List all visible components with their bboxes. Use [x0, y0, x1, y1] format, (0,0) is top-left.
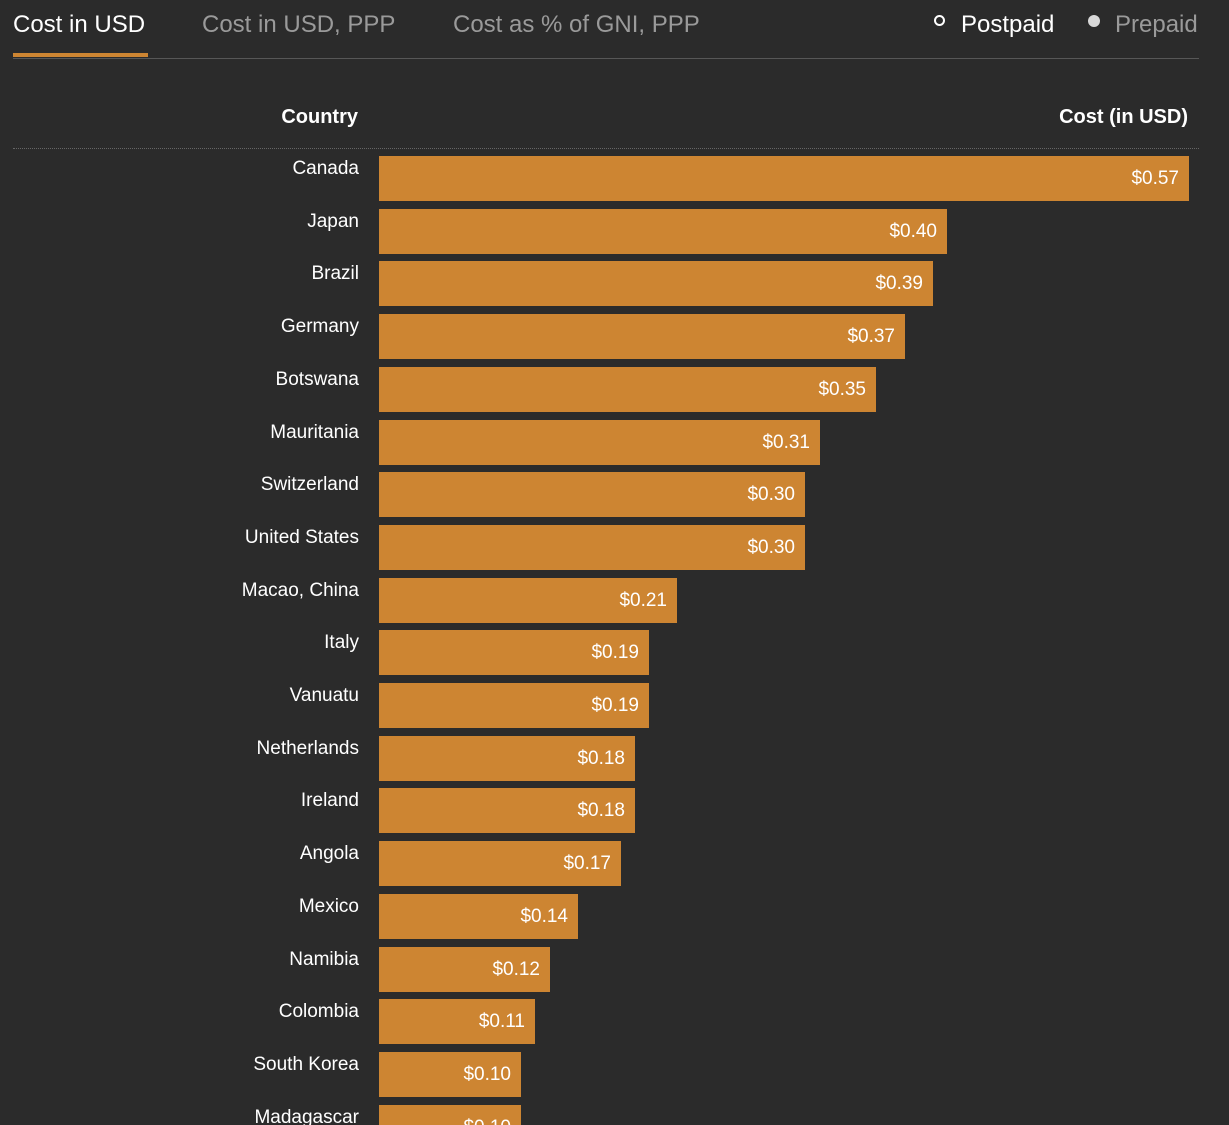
bar[interactable] — [379, 472, 805, 518]
value-label: $0.19 — [591, 695, 639, 716]
cost-column-header[interactable]: Cost (in USD) — [1059, 106, 1188, 128]
country-column-header[interactable]: Country — [281, 106, 358, 128]
bar[interactable] — [379, 893, 578, 939]
country-label: United States — [244, 526, 359, 548]
value-label: $0.12 — [492, 958, 540, 980]
bar[interactable] — [379, 841, 621, 887]
bar[interactable] — [379, 524, 805, 570]
country-label: Switzerland — [260, 474, 359, 496]
country-label: Ireland — [300, 790, 359, 812]
country-label: Mexico — [298, 895, 359, 917]
bar[interactable] — [379, 1104, 521, 1125]
country-label: Italy — [324, 632, 359, 654]
value-label: $0.14 — [520, 905, 568, 927]
country-label: Netherlands — [256, 737, 359, 759]
postpaid-label: Postpaid — [961, 11, 1055, 38]
country-label: Mauritania — [270, 421, 359, 443]
country-label: Germany — [280, 316, 359, 338]
value-label: $0.18 — [577, 747, 625, 769]
value-label: $0.30 — [747, 536, 795, 558]
value-label: $0.11 — [478, 1011, 525, 1033]
value-label: $0.35 — [818, 378, 866, 400]
tab-bar: Cost in USD Cost in USD, PPP Cost as % o… — [13, 0, 1199, 59]
bar[interactable] — [379, 366, 876, 412]
bar[interactable] — [379, 261, 933, 307]
country-label: Macao, China — [241, 579, 359, 601]
bar[interactable] — [379, 156, 1189, 201]
value-label: $0.10 — [463, 1063, 511, 1085]
country-label: Japan — [307, 210, 359, 232]
country-label: South Korea — [253, 1053, 359, 1075]
value-label: $0.18 — [577, 800, 625, 822]
prepaid-label: Prepaid — [1115, 11, 1198, 38]
bar[interactable] — [379, 683, 649, 728]
country-label: Vanuatu — [289, 685, 359, 706]
tab-cost-gni-ppp[interactable]: Cost as % of GNI, PPP — [453, 11, 700, 38]
value-label: $0.37 — [847, 326, 895, 348]
bar[interactable] — [379, 788, 635, 834]
active-tab-indicator — [13, 53, 148, 57]
value-label: $0.39 — [875, 273, 923, 295]
bar[interactable] — [379, 208, 947, 254]
header-divider — [13, 148, 1199, 149]
bar[interactable] — [379, 577, 677, 623]
bar[interactable] — [379, 630, 649, 676]
value-label: $0.57 — [1131, 168, 1179, 189]
value-label: $0.10 — [451, 1117, 511, 1125]
bar[interactable] — [379, 735, 635, 781]
value-label: $0.19 — [591, 642, 639, 664]
value-label: $0.40 — [889, 220, 937, 242]
radio-empty-icon — [934, 15, 945, 26]
country-label: Madagascar — [254, 1106, 359, 1125]
radio-filled-icon — [1088, 15, 1100, 27]
bar[interactable] — [379, 999, 535, 1045]
country-label: Brazil — [311, 263, 359, 285]
bar[interactable] — [379, 314, 905, 360]
country-label: Namibia — [289, 948, 359, 970]
value-label: $0.21 — [619, 589, 667, 611]
country-label: Botswana — [275, 368, 359, 390]
country-label: Canada — [292, 158, 359, 179]
country-label: Colombia — [278, 1001, 359, 1023]
tab-cost-usd[interactable]: Cost in USD — [13, 11, 146, 38]
bar[interactable] — [379, 419, 820, 465]
value-label: $0.30 — [747, 484, 795, 506]
bar[interactable] — [379, 1051, 521, 1097]
country-label: Angola — [299, 843, 359, 865]
value-label: $0.31 — [762, 431, 810, 453]
value-label: $0.17 — [563, 853, 611, 875]
bar[interactable] — [379, 946, 550, 992]
tab-cost-usd-ppp[interactable]: Cost in USD, PPP — [202, 11, 396, 38]
